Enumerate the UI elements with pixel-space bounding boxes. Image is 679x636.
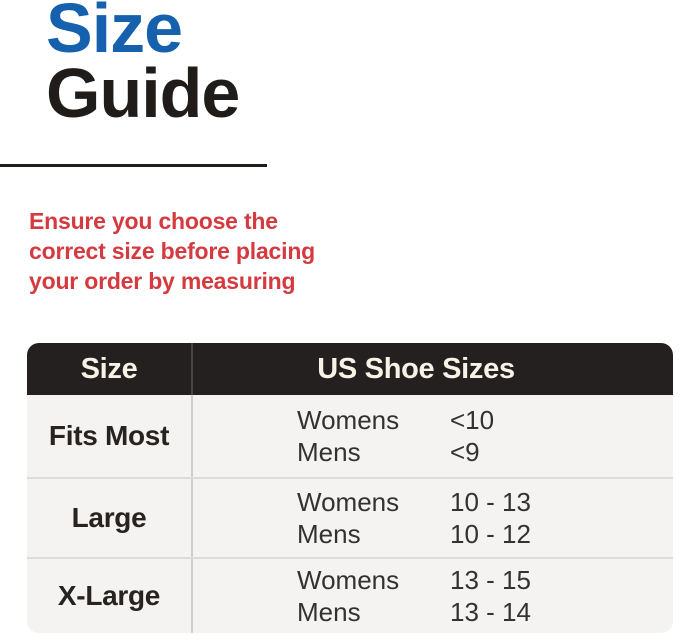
detail-line-womens: Womens 13 - 15 [297, 565, 673, 596]
gender-label: Mens [297, 518, 361, 549]
page-title: Size Guide [46, 0, 240, 132]
size-range: 10 - 12 [450, 518, 531, 549]
size-range: <9 [450, 436, 480, 467]
size-table: Size US Shoe Sizes Fits Most Womens <10 … [27, 343, 673, 633]
detail-line-womens: Womens 10 - 13 [297, 487, 673, 518]
title-underline [0, 164, 267, 167]
detail-line-mens: Mens <9 [297, 437, 673, 468]
table-row-x-large: X-Large Womens 13 - 15 Mens 13 - 14 [27, 557, 673, 633]
size-details: Womens 10 - 13 Mens 10 - 12 [193, 479, 673, 557]
size-details: Womens 13 - 15 Mens 13 - 14 [193, 559, 673, 633]
measure-warning-line: your order by measuring [29, 268, 296, 294]
size-name: X-Large [27, 559, 193, 633]
size-table-header: Size US Shoe Sizes [27, 343, 673, 395]
size-details: Womens <10 Mens <9 [193, 395, 673, 477]
size-name: Large [27, 479, 193, 557]
gender-label: Womens [297, 404, 400, 435]
gender-label: Mens [297, 436, 361, 467]
table-row-fits-most: Fits Most Womens <10 Mens <9 [27, 395, 673, 477]
detail-line-mens: Mens 10 - 12 [297, 519, 673, 550]
page-title-word-size: Size [46, 0, 183, 67]
detail-line-mens: Mens 13 - 14 [297, 597, 673, 628]
page-title-word-guide: Guide [46, 54, 240, 132]
size-range: 10 - 13 [450, 486, 531, 517]
size-range: 13 - 15 [450, 564, 531, 595]
size-name: Fits Most [27, 395, 193, 477]
measure-warning-text: Ensure you choose the correct size befor… [29, 206, 315, 296]
detail-line-womens: Womens <10 [297, 405, 673, 436]
header-cell-us-shoe-sizes: US Shoe Sizes [317, 352, 515, 385]
size-range: 13 - 14 [450, 596, 531, 627]
size-range: <10 [450, 404, 495, 435]
gender-label: Womens [297, 486, 400, 517]
table-row-large: Large Womens 10 - 13 Mens 10 - 12 [27, 477, 673, 557]
header-cell-size: Size [27, 343, 193, 395]
measure-warning-line: correct size before placing [29, 238, 316, 264]
measure-warning-line: Ensure you choose the [29, 208, 278, 234]
gender-label: Womens [297, 564, 400, 595]
gender-label: Mens [297, 596, 361, 627]
